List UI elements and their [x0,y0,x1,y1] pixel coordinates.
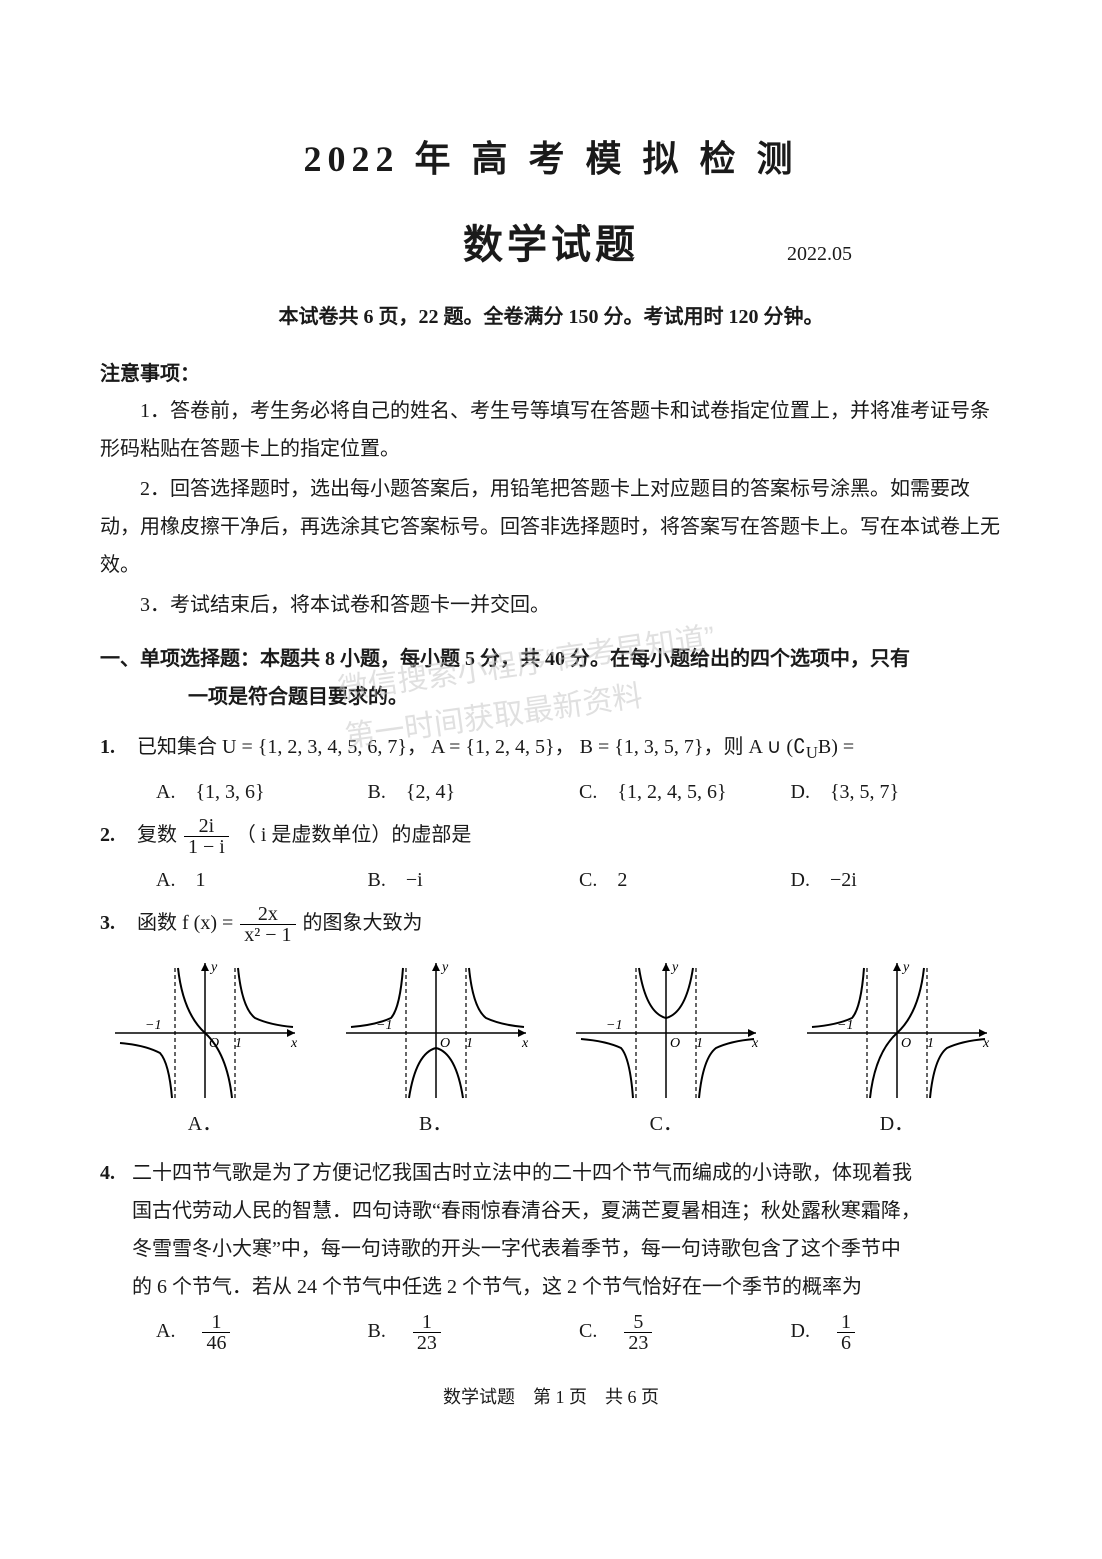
page-footer: 数学试题 第 1 页 共 6 页 [100,1383,1002,1409]
q2-text-a: 复数 [137,824,182,846]
notice-1: 1．答卷前，考生务必将自己的姓名、考生号等填写在答题卡和试卷指定位置上，并将准考… [100,392,1002,468]
q3-graph-b: −1 1 O x y B． [331,953,541,1136]
q4-opt-c: C. 523 [579,1312,791,1353]
q3-text-a: 函数 f (x) = [137,912,238,934]
svg-text:1: 1 [696,1036,703,1051]
q3-label-a: A． [100,1107,310,1136]
q3-fraction: 2x x² − 1 [240,904,295,945]
q3-label-b: B． [331,1107,541,1136]
exam-meta: 本试卷共 6 页，22 题。全卷满分 150 分。考试用时 120 分钟。 [100,300,1002,329]
svg-text:y: y [901,960,910,975]
q2-number: 2. [100,816,132,854]
notice-heading: 注意事项： [100,357,1002,386]
q2-frac-den: 1 − i [184,836,229,857]
svg-text:−1: −1 [376,1018,392,1033]
q1-opt-b: B. {2, 4} [368,775,580,804]
svg-text:−1: −1 [606,1018,622,1033]
notice-2: 2．回答选择题时，选出每小题答案后，用铅笔把答题卡上对应题目的答案标号涂黑。如需… [100,470,1002,584]
subtitle-row: 数学试题 2022.05 [100,212,1002,270]
q3-graph-d: −1 1 O x y D． [792,953,1002,1136]
section-1-text-b: 一项是符合题目要求的。 [100,678,1002,716]
q3-number: 3. [100,904,132,942]
q3-frac-num: 2x [240,904,295,924]
q3-text-b: 的图象大致为 [303,912,423,934]
svg-text:x: x [521,1036,529,1051]
q1-opt-c: C. {1, 2, 4, 5, 6} [579,775,791,804]
exam-page: 微信搜索小程序“高考早知道” 第一时间获取最新资料 2022 年 高 考 模 拟… [0,0,1102,1559]
q3-label-c: C． [561,1107,771,1136]
q1-options: A. {1, 3, 6} B. {2, 4} C. {1, 2, 4, 5, 6… [100,775,1002,804]
svg-text:1: 1 [466,1036,473,1051]
q2-frac-num: 2i [184,816,229,836]
q4-opt-a: A. 146 [156,1312,368,1353]
svg-text:O: O [901,1036,911,1051]
question-2: 2. 复数 2i 1 − i （ i 是虚数单位）的虚部是 [100,816,1002,857]
q4-line1: 二十四节气歌是为了方便记忆我国古时立法中的二十四个节气而编成的小诗歌，体现着我 [132,1162,912,1184]
q3-graph-a: −1 1 O x y A． [100,953,310,1136]
notice-3: 3．考试结束后，将本试卷和答题卡一并交回。 [100,586,1002,624]
q1-sub: U [806,743,818,762]
svg-text:1: 1 [927,1036,934,1051]
svg-text:O: O [670,1036,680,1051]
q4-options: A. 146 B. 123 C. 523 D. 16 [100,1312,1002,1353]
main-title: 2022 年 高 考 模 拟 检 测 [100,130,1002,182]
q2-options: A. 1 B. −i C. 2 D. −2i [100,863,1002,892]
section-1-heading: 一、单项选择题：本题共 8 小题，每小题 5 分，共 40 分。在每小题给出的四… [100,640,1002,716]
svg-text:1: 1 [235,1036,242,1051]
svg-text:y: y [209,960,218,975]
q4-opt-d: D. 16 [791,1312,1003,1353]
q2-opt-c: C. 2 [579,863,791,892]
svg-text:O: O [209,1036,219,1051]
question-4: 4.二十四节气歌是为了方便记忆我国古时立法中的二十四个节气而编成的小诗歌，体现着… [100,1154,1002,1306]
q2-fraction: 2i 1 − i [184,816,229,857]
q1-text-a: 已知集合 U = {1, 2, 3, 4, 5, 6, 7}， A = {1, … [137,736,806,758]
q1-opt-a: A. {1, 3, 6} [156,775,368,804]
q3-label-d: D． [792,1107,1002,1136]
section-1-text-a: 一、单项选择题：本题共 8 小题，每小题 5 分，共 40 分。在每小题给出的四… [100,648,910,670]
q2-opt-a: A. 1 [156,863,368,892]
q4-line2: 国古代劳动人民的智慧．四句诗歌“春雨惊春清谷天，夏满芒夏暑相连；秋处露秋寒霜降， [132,1200,921,1222]
svg-text:O: O [440,1036,450,1051]
svg-text:x: x [982,1036,990,1051]
svg-text:x: x [290,1036,298,1051]
q1-opt-d: D. {3, 5, 7} [791,775,1003,804]
q2-text-b: （ i 是虚数单位）的虚部是 [236,824,472,846]
subtitle: 数学试题 [463,212,639,270]
q4-opt-b: B. 123 [368,1312,580,1353]
q4-line4: 的 6 个节气．若从 24 个节气中任选 2 个节气，这 2 个节气恰好在一个季… [132,1276,862,1298]
q1-text-b: B) = [818,736,854,758]
q2-opt-d: D. −2i [791,863,1003,892]
q3-graph-c: −1 1 O x y C． [561,953,771,1136]
q3-frac-den: x² − 1 [240,924,295,945]
q4-number: 4. [100,1154,132,1192]
question-3: 3. 函数 f (x) = 2x x² − 1 的图象大致为 [100,904,1002,945]
svg-text:−1: −1 [145,1018,161,1033]
question-1: 1. 已知集合 U = {1, 2, 3, 4, 5, 6, 7}， A = {… [100,728,1002,769]
exam-date: 2022.05 [787,243,852,266]
svg-text:y: y [440,960,449,975]
q1-number: 1. [100,728,132,766]
svg-text:−1: −1 [837,1018,853,1033]
q2-opt-b: B. −i [368,863,580,892]
svg-text:x: x [751,1036,759,1051]
q4-line3: 冬雪雪冬小大寒”中，每一句诗歌的开头一字代表着季节，每一句诗歌包含了这个季节中 [132,1238,901,1260]
q3-graphs: −1 1 O x y A． −1 1 O [100,953,1002,1136]
svg-text:y: y [670,960,679,975]
